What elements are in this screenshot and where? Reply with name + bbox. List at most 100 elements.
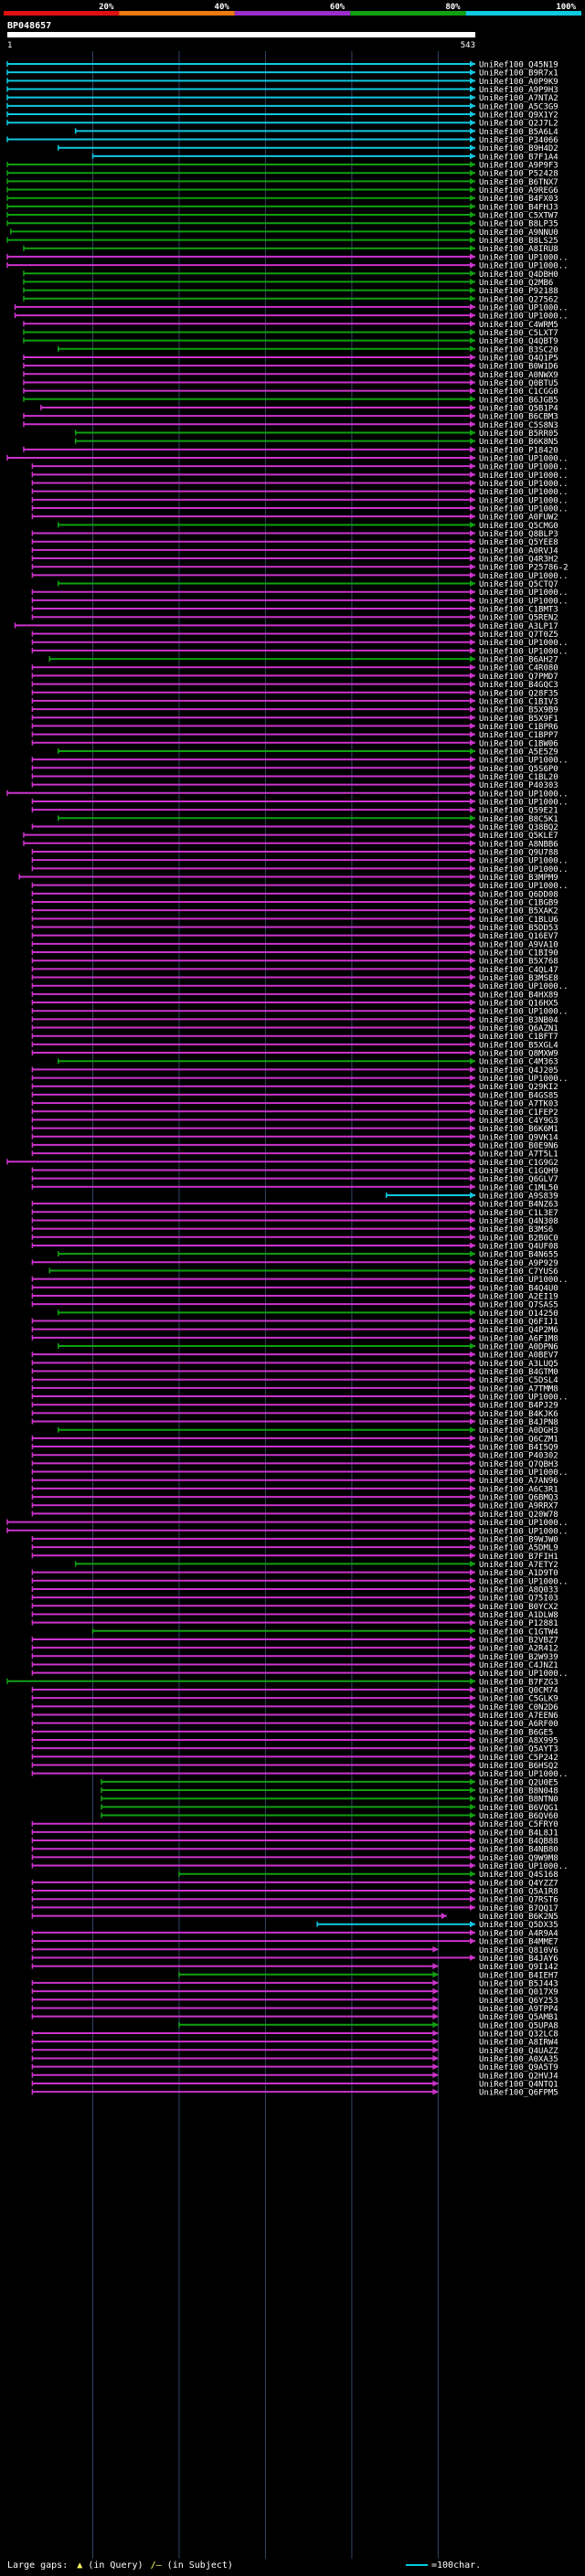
hit-end-arrow — [470, 1519, 475, 1526]
hit-label: UniRef100_B0YCX2 — [479, 1603, 558, 1612]
hit-end-arrow — [470, 1435, 475, 1442]
hit-end-arrow — [470, 77, 475, 84]
hit-label: UniRef100_B5X768 — [479, 958, 558, 967]
hit-end-arrow — [432, 2063, 439, 2071]
hit-end-arrow — [470, 655, 475, 663]
hit-end-arrow — [470, 446, 475, 453]
hit-label: UniRef100_C1BFT7 — [479, 1033, 558, 1042]
hit-end-arrow — [470, 1234, 475, 1241]
hit-label: UniRef100_A7T5L1 — [479, 1150, 558, 1160]
hit-label: UniRef100_A7TMM8 — [479, 1384, 558, 1394]
hit-end-arrow — [470, 203, 475, 210]
hit-end-arrow — [470, 1166, 475, 1173]
hit-label: UniRef100_A7EEN6 — [479, 1712, 558, 1721]
hit-label: UniRef100_A9RRX7 — [479, 1502, 558, 1511]
hit-label: UniRef100_P40303 — [479, 781, 558, 790]
hit-label: UniRef100_Q27562 — [479, 295, 558, 304]
hit-label: UniRef100_A5DML9 — [479, 1544, 558, 1553]
hit-label: UniRef100_UP1000.. — [479, 472, 569, 481]
hit-end-arrow — [470, 1803, 475, 1810]
hit-label: UniRef100_Q4P2M6 — [479, 1326, 558, 1335]
hit-end-arrow — [470, 1033, 475, 1040]
hit-end-arrow — [470, 1426, 475, 1434]
hit-label: UniRef100_UP1000.. — [479, 865, 569, 875]
hit-end-arrow — [470, 312, 475, 319]
hit-end-arrow — [470, 1015, 475, 1023]
hit-end-arrow — [470, 940, 475, 948]
hit-end-arrow — [470, 1736, 475, 1744]
hit-label: UniRef100_C5P242 — [479, 1754, 558, 1763]
hit-label: UniRef100_Q5B1P4 — [479, 404, 558, 413]
hit-end-arrow — [470, 1652, 475, 1659]
hit-label: UniRef100_Q4DBH0 — [479, 270, 558, 280]
hit-end-arrow — [470, 1192, 475, 1199]
hit-label: UniRef100_B9H4D2 — [479, 144, 558, 154]
hit-label: UniRef100_B4L8J1 — [479, 1829, 558, 1838]
hit-label: UniRef100_A9S839 — [479, 1192, 558, 1201]
hit-label: UniRef100_Q2J7L2 — [479, 120, 558, 129]
hit-label: UniRef100_B5XGL4 — [479, 1041, 558, 1050]
hit-end-arrow — [432, 1988, 439, 1995]
hit-end-arrow — [470, 613, 475, 620]
hit-end-arrow — [470, 1627, 475, 1635]
hit-end-arrow — [470, 86, 475, 93]
hit-end-arrow — [470, 1477, 475, 1484]
hit-end-arrow — [470, 605, 475, 612]
hit-label: UniRef100_Q0BTU5 — [479, 379, 558, 388]
hit-label: UniRef100_B3MPM9 — [479, 874, 558, 883]
hit-label: UniRef100_A3LUQ5 — [479, 1360, 558, 1369]
hit-label: UniRef100_A1DLW8 — [479, 1611, 558, 1620]
hit-label: UniRef100_C1CGG0 — [479, 387, 558, 397]
hit-label: UniRef100_P52428 — [479, 170, 558, 179]
hit-label: UniRef100_C5S8N3 — [479, 421, 558, 430]
hit-label: UniRef100_B2VBZ7 — [479, 1636, 558, 1645]
hit-end-arrow — [470, 211, 475, 218]
hit-end-arrow — [470, 1451, 475, 1458]
hit-label: UniRef100_A9P9F3 — [479, 162, 558, 171]
hit-end-arrow — [470, 370, 475, 377]
hit-label: UniRef100_B5DD53 — [479, 924, 558, 933]
hit-label: UniRef100_Q6DD08 — [479, 890, 558, 899]
hit-end-arrow — [470, 697, 475, 705]
hit-end-arrow — [470, 982, 475, 990]
hit-end-arrow — [470, 1125, 475, 1132]
hit-label: UniRef100_C5LXT7 — [479, 329, 558, 338]
hit-end-arrow — [470, 1401, 475, 1408]
hit-label: UniRef100_A1D9T0 — [479, 1569, 558, 1578]
hit-label: UniRef100_B8C5K1 — [479, 815, 558, 824]
hit-end-arrow — [470, 1418, 475, 1426]
hit-end-arrow — [470, 722, 475, 729]
hit-label: UniRef100_UP1000.. — [479, 505, 569, 514]
hit-end-arrow — [470, 538, 475, 546]
hit-label: UniRef100_B9WJW0 — [479, 1535, 558, 1544]
hit-end-arrow — [470, 1527, 475, 1534]
hit-end-arrow — [470, 890, 475, 897]
hit-label: UniRef100_C1ML50 — [479, 1183, 558, 1193]
colorbar-segment — [119, 11, 235, 16]
hit-end-arrow — [470, 144, 475, 152]
hit-end-arrow — [470, 1853, 475, 1860]
hit-end-arrow — [470, 546, 475, 554]
hit-label: UniRef100_C1FEP2 — [479, 1108, 558, 1118]
colorbar-segment — [234, 11, 351, 16]
hit-label: UniRef100_Q2U0E5 — [479, 1778, 558, 1787]
hit-label: UniRef100_Q5CTQ7 — [479, 580, 558, 589]
hit-end-arrow — [470, 69, 475, 76]
hit-end-arrow — [470, 127, 475, 134]
hit-label: UniRef100_Q7SAS5 — [479, 1301, 558, 1310]
hit-label: UniRef100_C5XTW7 — [479, 212, 558, 221]
hit-end-arrow — [432, 2054, 439, 2062]
hit-label: UniRef100_Q8MXW9 — [479, 1050, 558, 1059]
hit-label: UniRef100_B3MS6 — [479, 1225, 553, 1235]
colorbar-tick-label: 80% — [445, 3, 461, 12]
hit-end-arrow — [470, 580, 475, 588]
hit-end-arrow — [470, 219, 475, 227]
hit-end-arrow — [470, 991, 475, 998]
hit-label: UniRef100_UP1000.. — [479, 588, 569, 598]
hit-end-arrow — [470, 1267, 475, 1274]
hit-label: UniRef100_Q5UPA8 — [479, 2021, 558, 2030]
hit-label: UniRef100_A9TPP4 — [479, 2005, 558, 2014]
hit-end-arrow — [470, 1778, 475, 1786]
hit-label: UniRef100_B9R7x1 — [479, 69, 558, 79]
hit-label: UniRef100_P92188 — [479, 287, 558, 296]
